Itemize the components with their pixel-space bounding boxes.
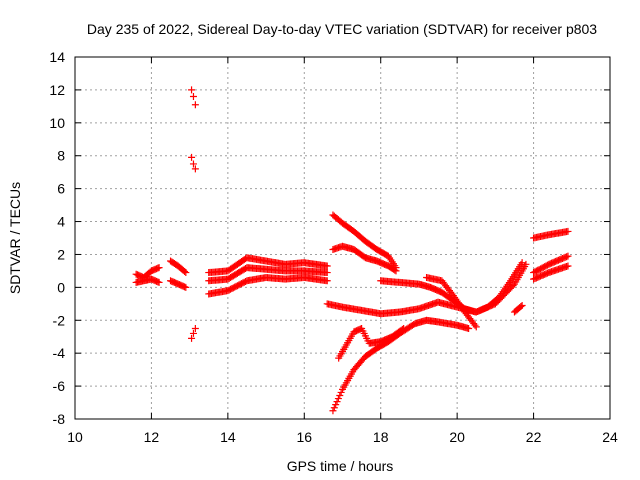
y-tick-label: 10 bbox=[49, 115, 65, 131]
series-14 bbox=[329, 316, 473, 415]
series-9 bbox=[205, 264, 331, 285]
data-point bbox=[472, 323, 480, 331]
y-tick-label: 4 bbox=[57, 214, 65, 230]
y-tick-label: 6 bbox=[57, 181, 65, 197]
data-point bbox=[465, 325, 473, 332]
y-tick-label: 2 bbox=[57, 246, 65, 262]
data-point bbox=[398, 325, 406, 333]
y-axis-label: SDTVAR / TECUs bbox=[7, 182, 23, 294]
data-point bbox=[323, 269, 331, 277]
x-tick-label: 24 bbox=[602, 429, 618, 445]
data-point bbox=[400, 325, 408, 332]
y-tick-label: 8 bbox=[57, 148, 65, 164]
data-point bbox=[564, 262, 572, 270]
y-tick-label: -8 bbox=[53, 411, 66, 427]
series-18 bbox=[510, 301, 526, 316]
series-7 bbox=[188, 325, 199, 342]
series-17 bbox=[423, 273, 480, 331]
series-10 bbox=[205, 273, 331, 298]
data-point bbox=[323, 262, 331, 270]
data-point bbox=[471, 321, 479, 329]
series-21 bbox=[530, 262, 572, 283]
series-2 bbox=[132, 275, 163, 286]
series-15 bbox=[335, 325, 408, 362]
data-point bbox=[188, 334, 196, 342]
data-point bbox=[189, 92, 197, 100]
series-5 bbox=[188, 86, 199, 109]
data-point bbox=[518, 259, 526, 267]
y-tick-label: -2 bbox=[53, 312, 66, 328]
chart-title: Day 235 of 2022, Sidereal Day-to-day VTE… bbox=[87, 21, 597, 37]
data-point bbox=[191, 101, 199, 109]
x-tick-label: 22 bbox=[526, 429, 542, 445]
y-tick-label: 14 bbox=[49, 49, 65, 65]
data-point bbox=[336, 391, 344, 399]
data-point bbox=[191, 325, 199, 332]
data-point bbox=[188, 153, 196, 161]
data-point bbox=[330, 404, 338, 412]
series-20 bbox=[530, 252, 572, 277]
data-point bbox=[392, 267, 400, 275]
data-point bbox=[333, 398, 341, 406]
data-point bbox=[189, 160, 197, 168]
data-points bbox=[132, 86, 572, 415]
data-point bbox=[332, 401, 340, 409]
series-19 bbox=[530, 227, 572, 242]
data-point bbox=[323, 277, 331, 285]
data-point bbox=[155, 278, 163, 286]
data-point bbox=[517, 303, 525, 311]
data-point bbox=[189, 329, 197, 337]
y-tick-label: 12 bbox=[49, 82, 65, 98]
data-point bbox=[191, 165, 199, 173]
x-tick-label: 14 bbox=[220, 429, 236, 445]
data-point bbox=[564, 227, 572, 235]
data-point bbox=[391, 266, 399, 274]
data-point bbox=[334, 395, 342, 403]
series-12 bbox=[329, 242, 400, 275]
x-tick-label: 10 bbox=[67, 429, 83, 445]
data-point bbox=[564, 252, 572, 260]
data-point bbox=[509, 281, 517, 289]
data-point bbox=[182, 269, 190, 277]
series-3 bbox=[167, 257, 190, 277]
grid bbox=[75, 57, 610, 419]
data-point bbox=[337, 388, 345, 396]
x-tick-label: 16 bbox=[296, 429, 312, 445]
data-point bbox=[181, 267, 189, 275]
series-16 bbox=[377, 259, 526, 316]
series-11 bbox=[329, 211, 400, 272]
data-point bbox=[155, 264, 163, 272]
plot-frame bbox=[74, 56, 611, 420]
series-4 bbox=[167, 277, 190, 291]
series-6 bbox=[188, 153, 199, 173]
x-tick-label: 12 bbox=[144, 429, 160, 445]
x-axis-label: GPS time / hours bbox=[287, 458, 394, 474]
x-tick-label: 18 bbox=[373, 429, 389, 445]
data-point bbox=[329, 407, 337, 415]
y-tick-label: -6 bbox=[53, 378, 66, 394]
x-tick-label: 20 bbox=[449, 429, 465, 445]
data-point bbox=[188, 86, 196, 94]
y-tick-label: 0 bbox=[57, 279, 65, 295]
series-8 bbox=[205, 254, 331, 277]
data-point bbox=[518, 301, 526, 309]
data-point bbox=[182, 283, 190, 291]
y-tick-label: -4 bbox=[53, 345, 66, 361]
